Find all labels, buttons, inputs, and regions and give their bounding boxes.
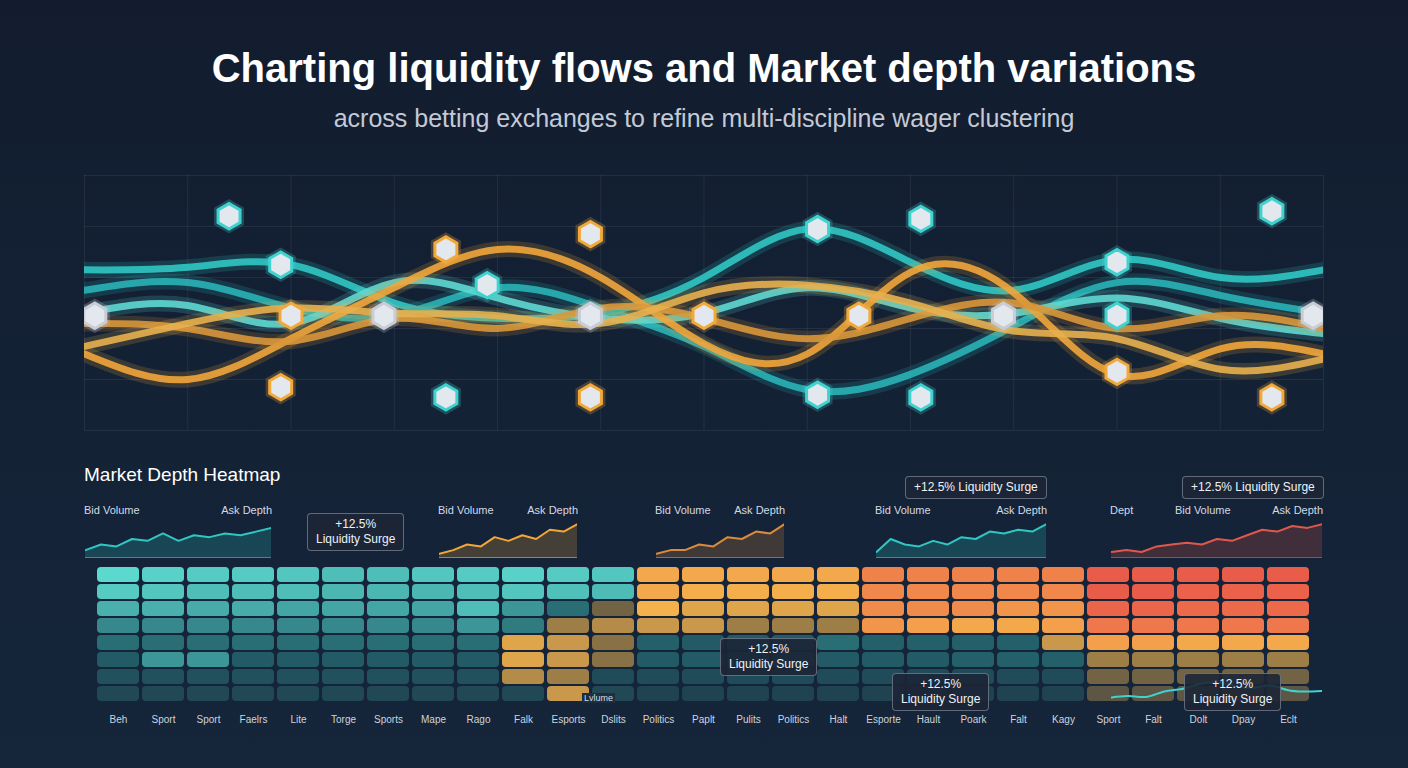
svg-text:Falt: Falt — [1010, 714, 1027, 725]
html-text:Liquidity Surge: Liquidity Surge — [316, 532, 396, 546]
html-text:Bid Volume: Bid Volume — [655, 504, 711, 516]
svg-text:Poark: Poark — [960, 714, 987, 725]
html-text:Dept: Dept — [1110, 504, 1134, 516]
svg-text:Beh: Beh — [110, 714, 128, 725]
svg-text:Faelrs: Faelrs — [240, 714, 268, 725]
html-text:Ask Depth: Ask Depth — [527, 504, 578, 516]
html-text:across betting exchanges to re: across betting exchanges to refine multi… — [333, 104, 1075, 132]
html-text:Liquidity Surge: Liquidity Surge — [729, 657, 809, 671]
svg-text:Kagy: Kagy — [1052, 714, 1075, 725]
svg-text:Sport: Sport — [152, 714, 176, 725]
html-text:Bid Volume: Bid Volume — [1174, 504, 1231, 516]
html-text:Liquidity Surge: Liquidity Surge — [901, 692, 981, 706]
svg-text:Pulits: Pulits — [736, 714, 760, 725]
html-text:Ask Depth: Ask Depth — [221, 504, 272, 516]
html-text:Ask Depth: Ask Depth — [734, 504, 785, 516]
svg-text:Politics: Politics — [778, 714, 810, 725]
svg-text:Sport: Sport — [197, 714, 221, 725]
html-text:Bid Volume: Bid Volume — [875, 504, 931, 516]
svg-text:Mape: Mape — [421, 714, 446, 725]
html-text:+12.5% Liquidity Surge: +12.5% Liquidity Surge — [914, 480, 1038, 494]
html-text:+12.5% Liquidity Surge: +12.5% Liquidity Surge — [1191, 480, 1315, 494]
svg-text:Sports: Sports — [374, 714, 403, 725]
html-text:+12.5%: +12.5% — [920, 677, 962, 691]
html-text:Lvlume: Lvlume — [584, 693, 613, 703]
html-text:+12.5%: +12.5% — [748, 642, 790, 656]
svg-text:Halt: Halt — [830, 714, 848, 725]
svg-text:Hault: Hault — [917, 714, 941, 725]
svg-text:Rago: Rago — [467, 714, 491, 725]
svg-text:Esports: Esports — [552, 714, 586, 725]
svg-text:Lite: Lite — [290, 714, 307, 725]
html-text:Charting liquidity flows and M: Charting liquidity flows and Market dept… — [211, 46, 1197, 90]
svg-text:Dslits: Dslits — [601, 714, 625, 725]
svg-text:Politics: Politics — [643, 714, 675, 725]
html-text:Bid Volume: Bid Volume — [84, 504, 140, 516]
svg-text:Torge: Torge — [331, 714, 356, 725]
svg-text:Sport: Sport — [1097, 714, 1121, 725]
svg-text:Eclt: Eclt — [1280, 714, 1297, 725]
html-text:Market Depth Heatmap: Market Depth Heatmap — [84, 464, 281, 485]
html-text:Liquidity Surge: Liquidity Surge — [1193, 692, 1273, 706]
svg-text:Dolt: Dolt — [1190, 714, 1208, 725]
html-text:Ask Depth: Ask Depth — [996, 504, 1047, 516]
html-text:+12.5%: +12.5% — [1212, 677, 1254, 691]
html-text:Ask Depth: Ask Depth — [1272, 504, 1323, 516]
html-text:Bid Volume: Bid Volume — [438, 504, 494, 516]
svg-text:Paplt: Paplt — [692, 714, 715, 725]
svg-text:Falk: Falk — [514, 714, 534, 725]
svg-text:Dpay: Dpay — [1232, 714, 1255, 725]
svg-text:Esporte: Esporte — [866, 714, 901, 725]
html-text:+12.5%: +12.5% — [335, 517, 377, 531]
svg-text:Falt: Falt — [1145, 714, 1162, 725]
